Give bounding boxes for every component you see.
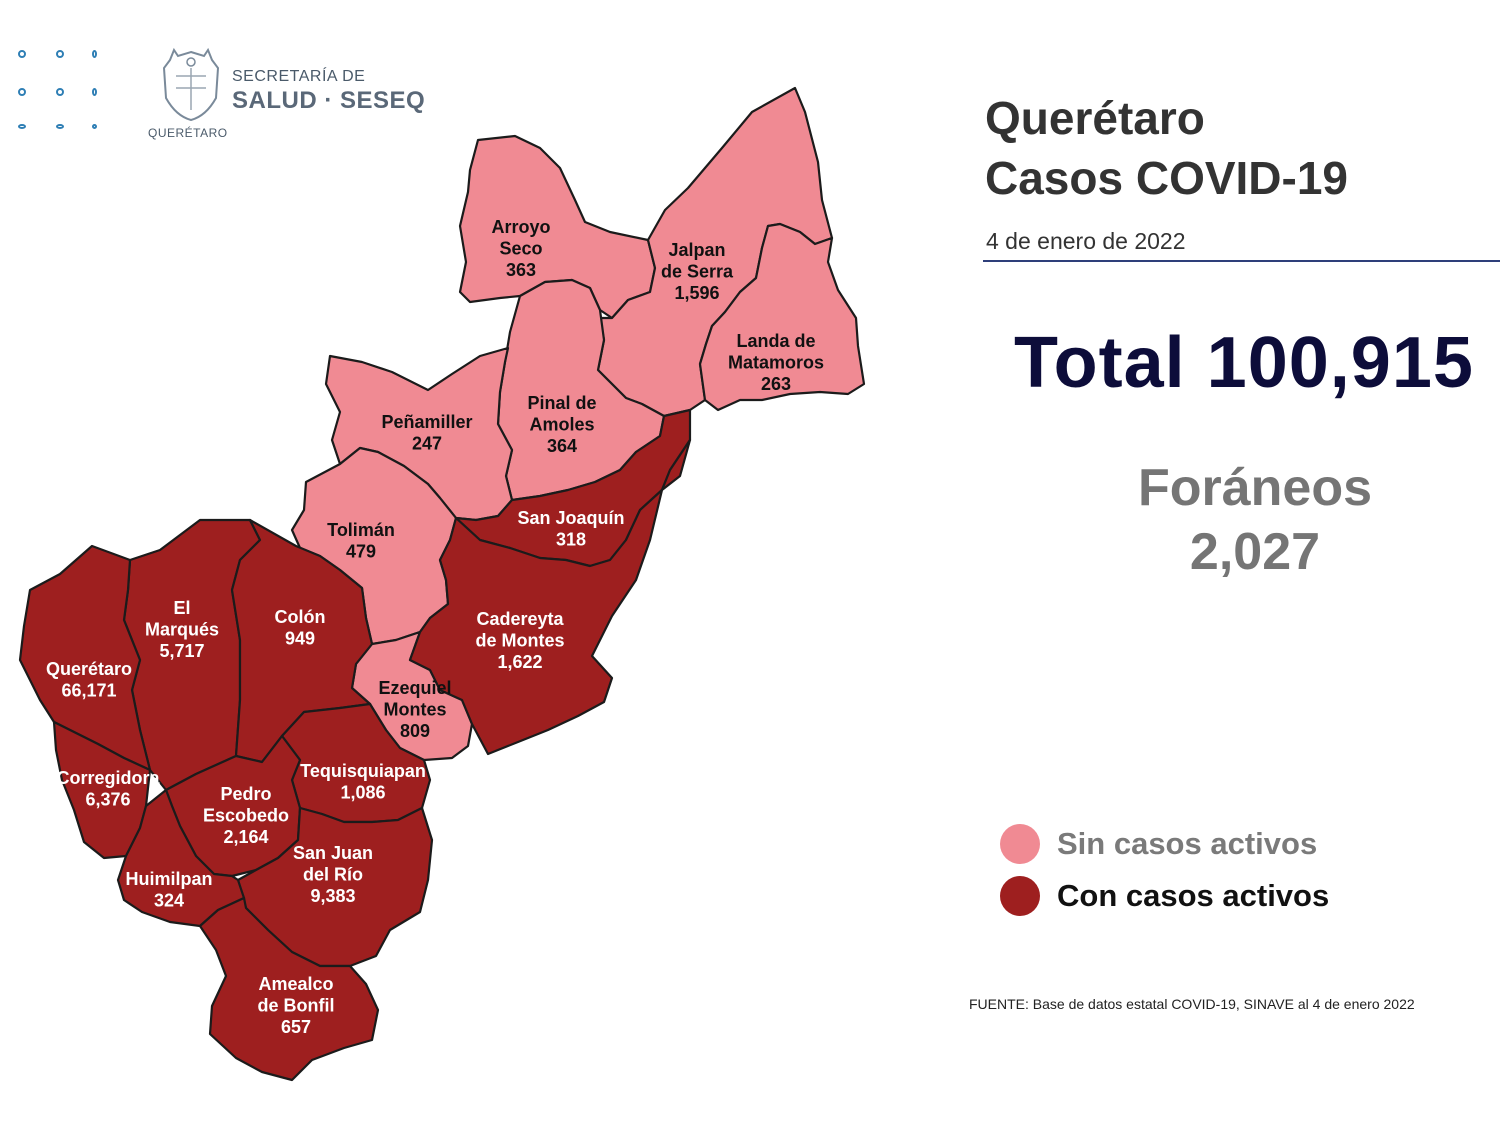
source-note: FUENTE: Base de datos estatal COVID-19, … [969, 996, 1415, 1012]
municipality-name: de Bonfil [258, 996, 335, 1016]
label-cadereyta-de-montes: Cadereyta de Montes 1,622 [475, 609, 564, 672]
case-count: 479 [346, 542, 376, 562]
seseq-logo: SECRETARÍA DE SALUD · SESEQ QUERÉTARO [14, 44, 434, 144]
municipality-name: Tequisquiapan [300, 761, 426, 781]
label-ezequiel-montes: Ezequiel Montes 809 [378, 678, 451, 741]
municipality-landa-de-matamoros [698, 222, 866, 412]
municipality-san-juan-del-rio [236, 806, 434, 968]
label-huimilpan: Huimilpan 324 [125, 869, 212, 911]
municipality-name: Matamoros [728, 353, 824, 373]
municipality-name: Colón [275, 607, 326, 627]
label-tequisquiapan: Tequisquiapan 1,086 [300, 761, 426, 803]
municipality-name: El [173, 598, 190, 618]
case-count: 809 [400, 721, 430, 741]
case-count: 6,376 [85, 790, 130, 810]
municipality-name: Montes [384, 700, 447, 720]
case-count: 1,086 [340, 783, 385, 803]
municipality-queretaro [18, 544, 152, 772]
case-count: 324 [154, 891, 184, 911]
title-line-2: Casos COVID-19 [985, 152, 1349, 204]
municipality-name: del Río [303, 865, 363, 885]
case-count: 2,164 [223, 827, 268, 847]
municipality-name: Jalpan [668, 240, 725, 260]
crest-caption: QUERÉTARO [148, 126, 228, 140]
case-count: 263 [761, 374, 791, 394]
municipality-map: Arroyo Seco 363 Jalpan de Serra 1,596 Landa de… [18, 86, 866, 1082]
legend-swatch-active [1000, 876, 1040, 916]
total-cases: Total 100,915 [1014, 323, 1474, 403]
title-divider [983, 260, 1500, 262]
municipality-name: Escobedo [203, 806, 289, 826]
label-corregidora: Corregidora 6,376 [56, 768, 160, 810]
label-pedro-escobedo: Pedro Escobedo 2,164 [203, 784, 289, 847]
label-toliman: Tolimán 479 [327, 520, 395, 562]
foreign-cases-label: Foráneos [1137, 459, 1373, 517]
municipality-name: Corregidora [56, 768, 160, 788]
label-san-joaquin: San Joaquín 318 [517, 508, 624, 550]
municipality-name: San Juan [293, 843, 373, 863]
municipality-name: Amoles [529, 415, 594, 435]
case-count: 1,596 [674, 283, 719, 303]
case-count: 5,717 [159, 641, 204, 661]
label-landa-de-matamoros: Landa de Matamoros 263 [728, 331, 824, 394]
foreign-cases-value: 2,027 [1189, 523, 1321, 581]
case-count: 318 [556, 530, 586, 550]
case-count: 9,383 [310, 886, 355, 906]
state-crest-icon [162, 47, 220, 122]
foreign-cases: Foráneos 2,027 [1005, 456, 1500, 584]
label-arroyo-seco: Arroyo Seco 363 [491, 217, 550, 280]
municipality-name: Peñamiller [381, 412, 472, 432]
case-count: 66,171 [61, 681, 116, 701]
municipality-name: Pinal de [527, 393, 596, 413]
municipality-name: Querétaro [46, 659, 132, 679]
legend-label-active: Con casos activos [1057, 878, 1330, 913]
municipality-cadereyta-de-montes [408, 438, 692, 756]
municipality-amealco-de-bonfil [198, 896, 380, 1082]
report-date: 4 de enero de 2022 [986, 228, 1186, 254]
municipality-name: Amealco [258, 974, 333, 994]
municipality-name: Pedro [220, 784, 271, 804]
municipality-name: Cadereyta [476, 609, 564, 629]
label-el-marques: El Marqués 5,717 [145, 598, 219, 661]
legend-label-inactive: Sin casos activos [1057, 826, 1318, 861]
label-penamiller: Peñamiller 247 [381, 412, 472, 454]
case-count: 949 [285, 629, 315, 649]
label-jalpan-de-serra: Jalpan de Serra 1,596 [661, 240, 734, 303]
case-count: 364 [547, 436, 577, 456]
municipality-name: Seco [499, 239, 542, 259]
legend-swatch-inactive [1000, 824, 1040, 864]
municipality-name: de Montes [475, 631, 564, 651]
page-title: Querétaro Casos COVID-19 [985, 88, 1348, 208]
municipality-name: Tolimán [327, 520, 395, 540]
municipality-name: Arroyo [491, 217, 550, 237]
title-line-1: Querétaro [985, 92, 1205, 144]
label-amealco-de-bonfil: Amealco de Bonfil 657 [258, 974, 335, 1037]
municipality-name: Huimilpan [125, 869, 212, 889]
org-name-line2: SALUD · SESEQ [232, 87, 426, 114]
municipality-name: Ezequiel [378, 678, 451, 698]
label-san-juan-del-rio: San Juan del Río 9,383 [293, 843, 373, 906]
municipality-name: Landa de [736, 331, 815, 351]
label-queretaro: Querétaro 66,171 [46, 659, 132, 701]
municipality-huimilpan [116, 788, 246, 928]
label-pinal-de-amoles: Pinal de Amoles 364 [527, 393, 596, 456]
municipality-name: San Joaquín [517, 508, 624, 528]
municipality-name: Marqués [145, 620, 219, 640]
case-count: 247 [412, 434, 442, 454]
case-count: 363 [506, 260, 536, 280]
org-name-line1: SECRETARÍA DE [232, 68, 366, 85]
case-count: 657 [281, 1017, 311, 1037]
case-count: 1,622 [497, 652, 542, 672]
label-colon: Colón 949 [275, 607, 326, 649]
municipality-name: de Serra [661, 262, 734, 282]
